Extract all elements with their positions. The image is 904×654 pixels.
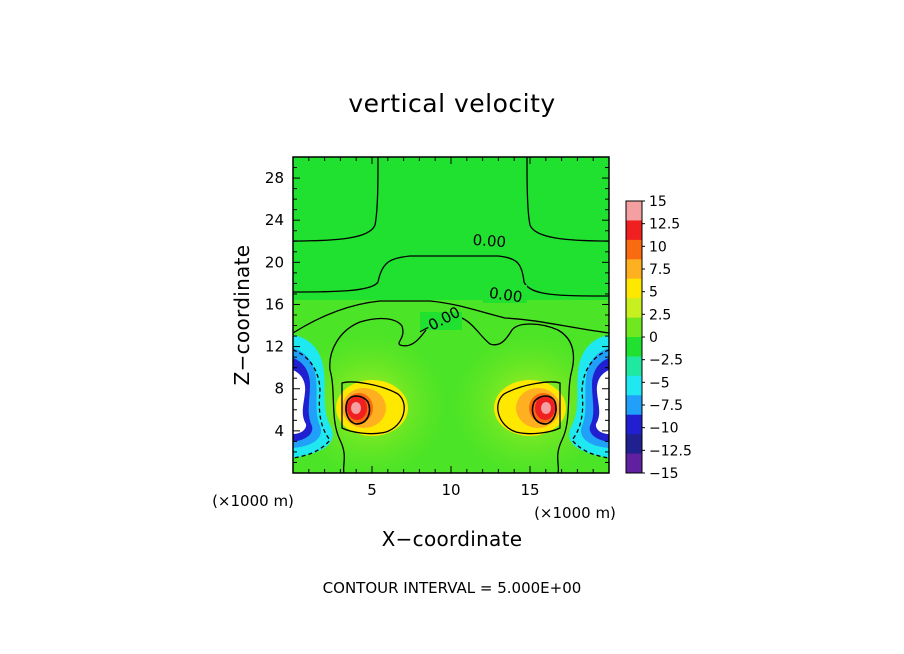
colorbar-label: −15 [649,466,679,482]
contour-lines [293,157,609,473]
downdraft-right [569,335,609,458]
chart-title: vertical velocity [348,89,555,118]
contour-left-downdraft [293,349,331,459]
colorbar-swatch [626,337,642,357]
colorbar-label: 7.5 [649,262,671,278]
x-tick-label: 5 [367,481,377,499]
downdraft-left [293,335,333,458]
updraft-left [336,380,408,436]
colorbar-swatch [626,356,642,377]
colorbar-swatch [626,317,642,338]
y-axis-ticks: 4 8 12 16 20 24 28 [265,167,609,463]
colorbar-label: −12.5 [649,443,692,459]
contour-mid-band [293,255,609,297]
x-tick-label: 10 [441,481,460,499]
colorbar-label: −5 [649,375,670,391]
contour-lower-band [293,300,609,334]
colorbar-swatch [626,453,642,474]
contour-right-updraft [497,381,561,435]
contour-label-1: 0.00 [472,231,507,251]
contour-right-downdraft [571,349,609,459]
colorbar-label: −2.5 [649,353,683,369]
downdraft-right-core [595,370,609,434]
y-tick-label: 16 [265,295,284,313]
colorbar: 15 12.5 10 7.5 5 2.5 0 −2.5 −5 −7.5 −10 −12.5 −15 [625,194,692,482]
contour-zero-dome [329,317,575,371]
colorbar-swatch [626,278,642,299]
y-tick-label: 4 [274,422,284,440]
colorbar-label: 0 [649,330,658,346]
contour-left-outer [329,369,345,473]
contour-left-core [345,395,371,425]
plot-area [293,157,609,473]
contour-label-2: 0.00 [488,284,524,306]
x-unit-right: (×1000 m) [534,504,616,522]
colorbar-label: 5 [649,285,658,301]
y-tick-label: 20 [265,253,284,271]
colorbar-swatch [626,201,642,221]
contour-right-outer [557,369,573,473]
y-axis-label: Z−coordinate [230,245,254,386]
x-axis-ticks: 5 10 15 [308,157,594,499]
contour-upper-band [293,157,609,242]
colorbar-label: −10 [649,421,679,437]
colorbar-swatch [626,239,642,260]
label-bg-3 [420,312,462,330]
x-unit-left: (×1000 m) [212,492,294,510]
label-bg-1 [466,231,512,249]
colorbar-label: 2.5 [649,307,671,323]
colorbar-swatch [626,220,642,241]
colorbar-swatch [626,434,642,454]
colorbar-label: 10 [649,239,667,255]
y-tick-label: 12 [265,338,284,356]
colorbar-swatch [626,298,642,318]
y-tick-label: 28 [265,169,284,187]
updraft-left-pink [351,402,361,414]
y-tick-label: 24 [265,211,284,229]
updraft-right [494,380,566,436]
colorbar-swatch [626,395,642,416]
downdraft-left-core [293,370,307,434]
x-axis-label: X−coordinate [382,527,523,551]
contour-right-core [531,395,557,425]
contour-left-updraft [341,381,405,435]
colorbar-swatch [626,375,642,396]
updraft-right-pink [541,402,551,414]
colorbar-swatch [626,414,642,435]
colorbar-swatch [626,259,642,280]
colorbar-label: 15 [649,194,667,210]
contour-interval: CONTOUR INTERVAL = 5.000E+00 [323,579,582,597]
colorbar-label: −7.5 [649,398,683,414]
x-tick-label: 15 [520,481,539,499]
label-bg-2 [483,285,527,303]
colorbar-label: 12.5 [649,217,680,233]
y-tick-label: 8 [274,380,284,398]
